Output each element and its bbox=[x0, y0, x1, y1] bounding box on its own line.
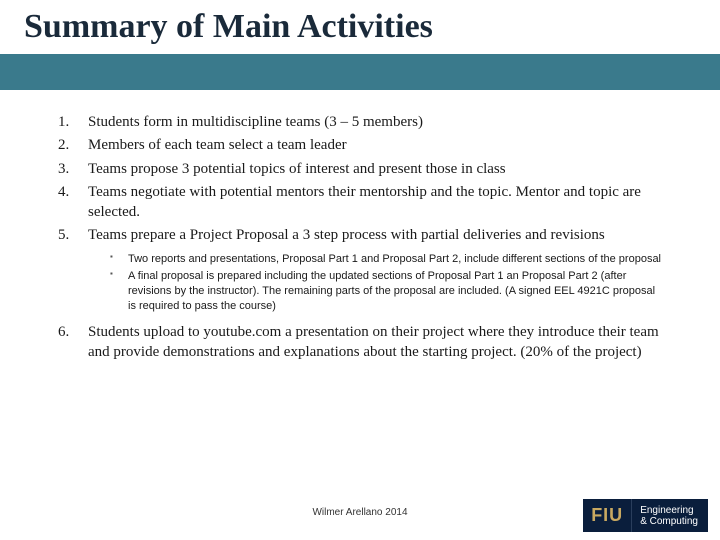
fiu-logo-block: FIU Engineering & Computing bbox=[583, 499, 708, 532]
sub-list-item: Two reports and presentations, Proposal … bbox=[110, 252, 662, 267]
list-item-text: Teams propose 3 potential topics of inte… bbox=[88, 161, 506, 177]
title-underline-band bbox=[0, 54, 720, 90]
list-item: Students upload to youtube.com a present… bbox=[58, 322, 662, 363]
title-area: Summary of Main Activities bbox=[0, 0, 720, 54]
slide-title: Summary of Main Activities bbox=[0, 0, 720, 54]
list-item: Teams prepare a Project Proposal a 3 ste… bbox=[58, 225, 662, 314]
activities-list: Students form in multidiscipline teams (… bbox=[58, 112, 662, 362]
sub-list-item: A final proposal is prepared including t… bbox=[110, 269, 662, 314]
sub-list: Two reports and presentations, Proposal … bbox=[110, 252, 662, 314]
list-item: Teams propose 3 potential topics of inte… bbox=[58, 159, 662, 179]
fiu-logo-acronym: FIU bbox=[583, 499, 631, 532]
sub-list-item-text: A final proposal is prepared including t… bbox=[128, 270, 655, 312]
list-item-text: Teams prepare a Project Proposal a 3 ste… bbox=[88, 227, 605, 243]
list-item: Teams negotiate with potential mentors t… bbox=[58, 182, 662, 223]
list-item-text: Teams negotiate with potential mentors t… bbox=[88, 184, 641, 220]
fiu-logo-text: Engineering & Computing bbox=[631, 499, 708, 532]
content-area: Students form in multidiscipline teams (… bbox=[0, 90, 720, 362]
slide: Summary of Main Activities Students form… bbox=[0, 0, 720, 540]
fiu-line1: Engineering bbox=[640, 505, 698, 516]
fiu-line2: & Computing bbox=[640, 516, 698, 527]
list-item: Students form in multidiscipline teams (… bbox=[58, 112, 662, 132]
sub-list-item-text: Two reports and presentations, Proposal … bbox=[128, 253, 661, 265]
list-item-text: Members of each team select a team leade… bbox=[88, 137, 347, 153]
list-item: Members of each team select a team leade… bbox=[58, 135, 662, 155]
list-item-text: Students form in multidiscipline teams (… bbox=[88, 114, 423, 130]
list-item-text: Students upload to youtube.com a present… bbox=[88, 324, 659, 360]
